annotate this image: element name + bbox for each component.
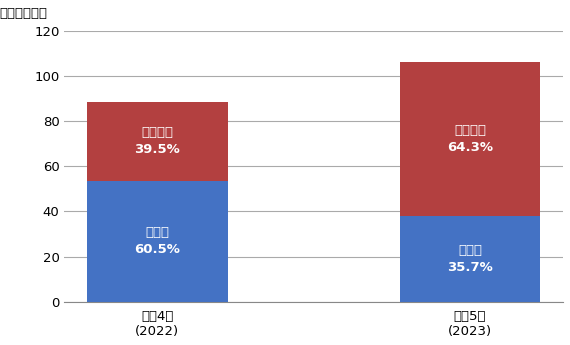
Text: 一般貨物
39.5%: 一般貨物 39.5% [135, 126, 180, 156]
Text: 点数（万点）: 点数（万点） [0, 7, 47, 20]
Bar [400, 216, 540, 302]
Bar [400, 62, 540, 216]
Bar [87, 102, 228, 181]
Text: 郵便物
35.7%: 郵便物 35.7% [447, 244, 493, 274]
Text: 郵便物
60.5%: 郵便物 60.5% [135, 226, 180, 256]
Bar [87, 181, 228, 302]
Text: 一般貨物
64.3%: 一般貨物 64.3% [447, 124, 493, 154]
